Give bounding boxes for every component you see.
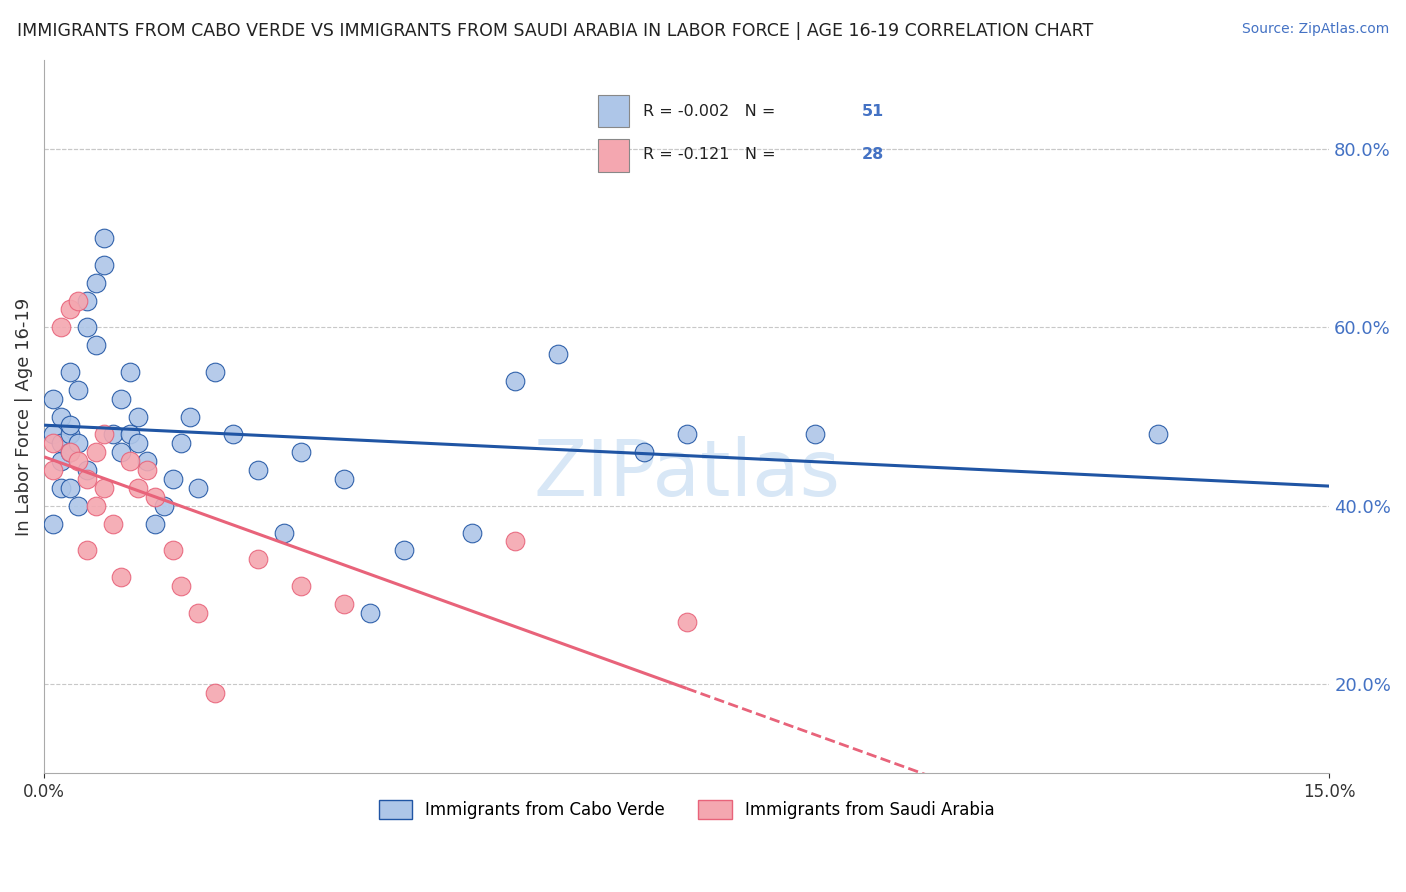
Point (59, 418, 82, 433)
Point (41, 427, 63, 442)
Point (127, 481, 149, 495)
Point (333, 472, 356, 486)
Point (67, 293, 90, 308)
Point (127, 436, 149, 450)
Point (59, 302, 82, 317)
Point (247, 463, 270, 477)
Point (93, 427, 115, 442)
Point (59, 445, 82, 459)
Point (204, 365, 226, 379)
Point (162, 472, 184, 486)
Y-axis label: In Labor Force | Age 16-19: In Labor Force | Age 16-19 (15, 297, 32, 535)
Point (505, 534, 527, 549)
Point (633, 445, 655, 459)
Point (59, 445, 82, 459)
Point (51, 436, 73, 450)
Point (67, 454, 90, 468)
Point (145, 490, 167, 504)
Point (118, 365, 141, 379)
Point (804, 427, 827, 442)
Point (505, 374, 527, 388)
Point (41, 463, 63, 477)
Point (1147, 427, 1170, 442)
Point (127, 409, 149, 424)
Text: Source: ZipAtlas.com: Source: ZipAtlas.com (1241, 22, 1389, 37)
Point (118, 454, 141, 468)
Point (547, 347, 569, 361)
Point (93, 258, 115, 272)
Point (76, 320, 98, 334)
Point (162, 543, 184, 558)
Point (145, 516, 167, 531)
Point (67, 436, 90, 450)
Point (135, 454, 157, 468)
Point (76, 472, 98, 486)
Point (221, 427, 243, 442)
Point (84, 276, 107, 290)
Point (247, 552, 270, 566)
Point (59, 365, 82, 379)
Point (170, 579, 193, 593)
Point (93, 231, 115, 245)
Point (84, 445, 107, 459)
Point (76, 463, 98, 477)
Point (135, 463, 157, 477)
Point (187, 481, 209, 495)
Point (359, 606, 381, 620)
Point (41, 436, 63, 450)
Point (392, 543, 415, 558)
Text: ZIPatlas: ZIPatlas (533, 435, 841, 512)
Point (84, 499, 107, 513)
Point (59, 481, 82, 495)
Text: IMMIGRANTS FROM CABO VERDE VS IMMIGRANTS FROM SAUDI ARABIA IN LABOR FORCE | AGE : IMMIGRANTS FROM CABO VERDE VS IMMIGRANTS… (17, 22, 1092, 40)
Point (59, 427, 82, 442)
Point (41, 516, 63, 531)
Point (51, 454, 73, 468)
Point (101, 516, 124, 531)
Point (170, 436, 193, 450)
Point (67, 383, 90, 397)
Point (110, 445, 132, 459)
Point (84, 338, 107, 352)
Point (76, 543, 98, 558)
Point (51, 409, 73, 424)
Point (204, 686, 226, 700)
Point (93, 481, 115, 495)
Point (101, 427, 124, 442)
Point (51, 481, 73, 495)
Point (333, 597, 356, 611)
Point (290, 445, 312, 459)
Point (76, 293, 98, 308)
Point (153, 499, 176, 513)
Point (273, 525, 295, 540)
Point (118, 427, 141, 442)
Point (675, 615, 697, 629)
Point (290, 579, 312, 593)
Point (461, 525, 484, 540)
Point (41, 392, 63, 406)
Point (51, 320, 73, 334)
Point (110, 570, 132, 584)
Point (179, 409, 201, 424)
Legend: Immigrants from Cabo Verde, Immigrants from Saudi Arabia: Immigrants from Cabo Verde, Immigrants f… (373, 793, 1001, 826)
Point (187, 606, 209, 620)
Point (675, 427, 697, 442)
Point (67, 499, 90, 513)
Point (110, 392, 132, 406)
